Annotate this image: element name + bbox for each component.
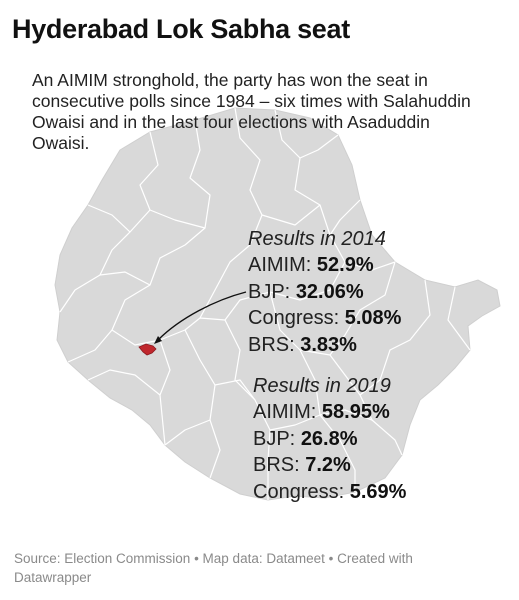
result-row: BRS: 7.2% [253, 452, 406, 479]
result-row: AIMIM: 52.9% [248, 252, 401, 279]
result-row: Congress: 5.08% [248, 305, 401, 332]
party-value: 3.83% [300, 333, 357, 356]
party-label: BRS: [248, 333, 295, 356]
result-row: BJP: 32.06% [248, 279, 401, 306]
party-value: 7.2% [305, 454, 351, 476]
result-row: BRS: 3.83% [248, 332, 401, 359]
state-outline [54, 107, 501, 501]
party-value: 52.9% [316, 254, 374, 276]
results-2019-heading: Results in 2019 [253, 375, 391, 397]
party-value: 26.8% [300, 427, 358, 450]
party-label: BRS: [253, 454, 300, 476]
result-row: AIMIM: 58.95% [253, 399, 406, 426]
party-label: AIMIM: [248, 254, 312, 276]
party-label: BJP: [253, 427, 296, 450]
party-value: 5.08% [344, 307, 402, 329]
intro-text: An AIMIM stronghold, the party has won t… [32, 70, 471, 153]
party-value: 58.95% [321, 401, 390, 423]
result-row: BJP: 26.8% [253, 426, 406, 453]
source-note: Source: Election Commission • Map data: … [14, 551, 413, 585]
page-title: Hyderabad Lok Sabha seat [12, 14, 350, 44]
results-2014-heading: Results in 2014 [248, 228, 386, 250]
party-value: 5.69% [349, 480, 407, 503]
party-label: BJP: [248, 280, 291, 303]
party-label: AIMIM: [253, 401, 317, 423]
district-borders [59, 107, 471, 500]
hyderabad-constituency [138, 343, 157, 356]
results-2019: Results in 2019 AIMIM: 58.95% BJP: 26.8%… [253, 373, 406, 505]
party-label: Congress: [253, 480, 345, 503]
party-label: Congress: [248, 307, 340, 329]
results-2014: Results in 2014 AIMIM: 52.9% BJP: 32.06%… [248, 226, 401, 358]
pointer-arrow [154, 291, 247, 344]
result-row: Congress: 5.69% [253, 479, 406, 506]
party-value: 32.06% [295, 280, 364, 303]
